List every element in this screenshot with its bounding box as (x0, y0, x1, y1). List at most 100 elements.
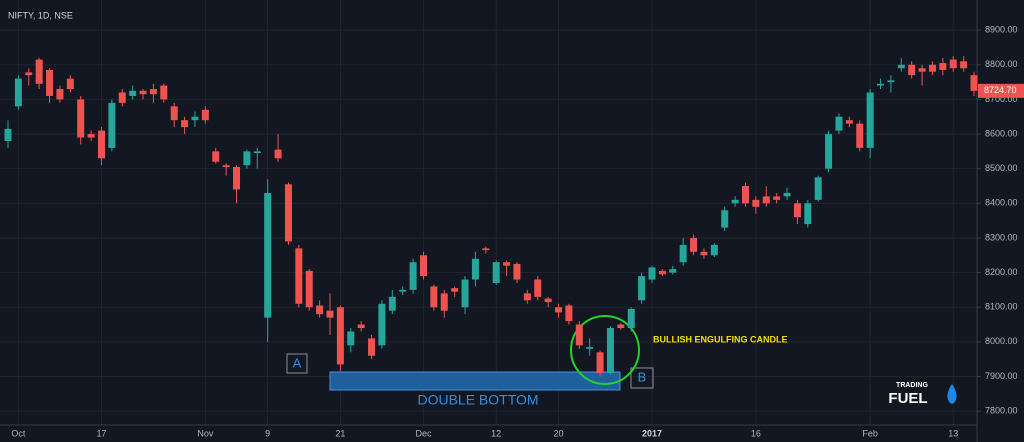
candle-body (316, 305, 324, 315)
candle-body (409, 262, 417, 290)
pattern-label: DOUBLE BOTTOM (417, 392, 538, 408)
candle-body (336, 307, 344, 365)
candle-body (118, 92, 126, 103)
candle-body (825, 134, 833, 169)
candle-body (87, 134, 95, 138)
candle-body (960, 61, 968, 69)
y-tick-label: 8600.00 (985, 128, 1018, 138)
x-tick-label: Feb (862, 428, 878, 438)
candle-body (793, 203, 801, 218)
x-tick-label: 21 (335, 428, 345, 438)
x-tick-label: Nov (197, 428, 214, 438)
y-tick-label: 8800.00 (985, 59, 1018, 69)
candle-body (305, 270, 313, 308)
candle-body (97, 130, 105, 159)
candle-body (56, 89, 64, 100)
candle-body (741, 186, 749, 204)
x-tick-label: 20 (554, 428, 564, 438)
candle-body (129, 90, 137, 96)
candle-body (222, 165, 230, 167)
candle-body (66, 78, 74, 90)
candle-body (721, 210, 729, 228)
candle-body (274, 149, 282, 159)
candle-body (191, 116, 199, 121)
candle-body (149, 89, 157, 95)
candles (4, 56, 978, 377)
x-tick-label: 16 (751, 428, 761, 438)
candle-body (284, 184, 292, 242)
candle-body (658, 270, 666, 275)
candle-body (399, 289, 407, 292)
candle-body (243, 151, 251, 166)
candle-body (606, 328, 614, 374)
candle-body (357, 324, 365, 329)
candle-body (25, 72, 33, 76)
x-tick-label: Oct (11, 428, 26, 438)
candle-body (897, 64, 905, 69)
candle-body (378, 303, 386, 346)
candle-body (233, 166, 241, 190)
candle-body (513, 263, 521, 280)
candle-body (35, 59, 43, 84)
candle-body (347, 331, 355, 346)
candle-body (471, 258, 479, 280)
logo-bottom: FUEL (888, 390, 927, 407)
candle-body (503, 262, 511, 266)
candle-body (679, 244, 687, 263)
x-tick-label: 12 (491, 428, 501, 438)
candle-body (762, 196, 770, 204)
candle-body (939, 63, 947, 70)
candle-body (253, 151, 261, 154)
y-tick-label: 8200.00 (985, 267, 1018, 277)
y-tick-label: 8900.00 (985, 25, 1018, 35)
candle-body (523, 293, 531, 301)
candle-body (731, 199, 739, 204)
candle-body (627, 308, 635, 329)
x-tick-label: 13 (948, 428, 958, 438)
candle-body (970, 75, 978, 91)
candle-body (710, 244, 718, 256)
candle-body (77, 99, 85, 138)
highlight-circle (570, 315, 640, 385)
candle-body (451, 288, 459, 292)
candle-body (555, 307, 563, 313)
candle-body (419, 255, 427, 277)
candle-body (181, 120, 189, 128)
candle-body (596, 352, 604, 374)
candle-label: BULLISH ENGULFING CANDLE (653, 334, 788, 344)
candle-body (700, 251, 708, 256)
y-tick-label: 8700.00 (985, 94, 1018, 104)
candle-body (638, 276, 646, 301)
x-tick-label: Dec (415, 428, 432, 438)
candle-body (461, 279, 469, 308)
x-tick-label: 9 (265, 428, 270, 438)
point-a-box (286, 353, 308, 374)
candle-body (866, 92, 874, 148)
candle-body (887, 80, 895, 83)
y-tick-label: 7900.00 (985, 371, 1018, 381)
candle-body (534, 279, 542, 297)
candle-body (918, 68, 926, 72)
candle-body (46, 69, 54, 96)
y-tick-label: 8500.00 (985, 163, 1018, 173)
candle-body (108, 102, 116, 148)
candle-body (4, 128, 12, 141)
candle-body (430, 286, 438, 308)
candle-body (877, 83, 885, 86)
candle-body (295, 248, 303, 304)
candle-body (856, 123, 864, 148)
candle-body (690, 237, 698, 252)
candle-body (617, 324, 625, 329)
x-tick-label: 17 (96, 428, 106, 438)
chart-title: NIFTY, 1D, NSE (8, 10, 73, 20)
candle-body (845, 120, 853, 124)
candle-body (752, 199, 760, 207)
candle-body (264, 192, 272, 318)
y-tick-label: 8100.00 (985, 302, 1018, 312)
candle-body (648, 267, 656, 280)
candle-body (139, 90, 147, 95)
candle-body (440, 293, 448, 311)
candle-body (835, 116, 843, 131)
candle-body (928, 64, 936, 72)
